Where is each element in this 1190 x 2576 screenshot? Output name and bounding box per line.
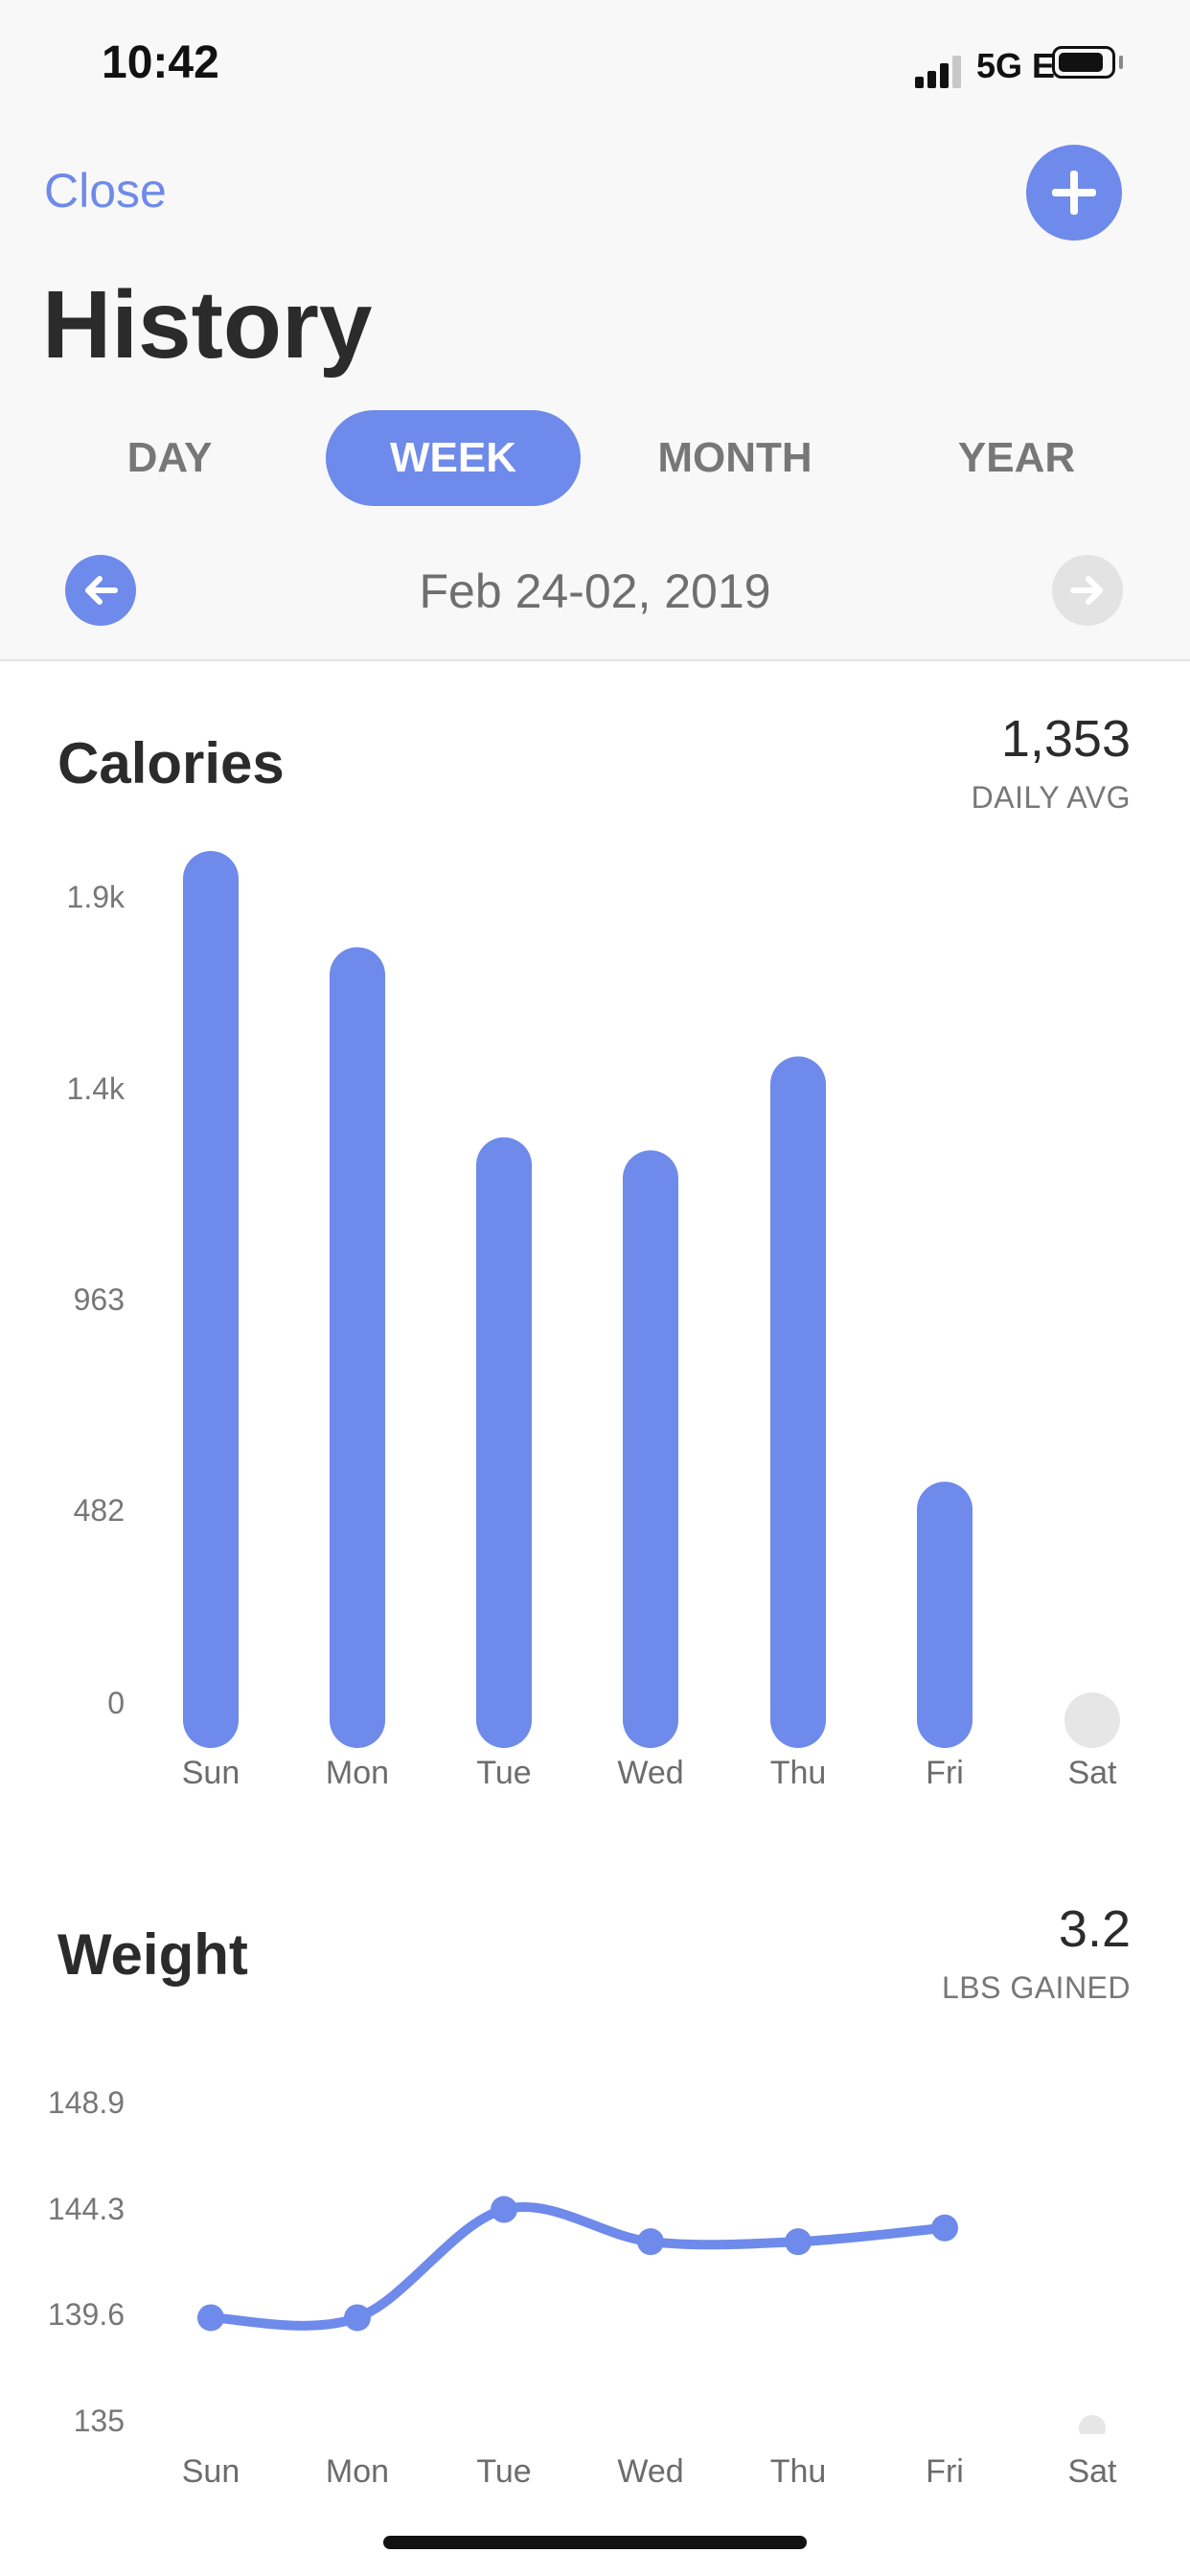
weight-x-tick: Mon bbox=[325, 2453, 390, 2490]
weight-x-tick: Thu bbox=[769, 2453, 827, 2490]
arrow-right-icon bbox=[1070, 576, 1103, 605]
home-indicator[interactable] bbox=[383, 2536, 807, 2549]
calories-y-tick: 0 bbox=[107, 1686, 125, 1720]
weight-title: Weight bbox=[57, 1922, 248, 1987]
calories-x-tick: Tue bbox=[476, 1755, 532, 1791]
calories-y-tick: 1.4k bbox=[66, 1071, 125, 1106]
weight-gained-value: 3.2 bbox=[1058, 1900, 1131, 1958]
calories-y-tick: 1.9k bbox=[66, 880, 125, 914]
date-range: Feb 24-02, 2019 bbox=[419, 564, 771, 618]
weight-y-tick: 148.9 bbox=[47, 2085, 125, 2120]
weight-point-fri[interactable] bbox=[931, 2214, 958, 2242]
battery-icon bbox=[1052, 46, 1115, 79]
calories-bar-sun[interactable] bbox=[183, 851, 239, 1748]
weight-series-line bbox=[206, 2201, 950, 2331]
signal-bar bbox=[952, 56, 961, 88]
weight-point-sat-empty bbox=[1079, 2415, 1106, 2434]
prev-week-button[interactable] bbox=[65, 555, 136, 626]
tab-year[interactable]: YEAR bbox=[957, 434, 1076, 481]
calories-y-tick: 482 bbox=[73, 1493, 125, 1528]
weight-x-tick: Wed bbox=[617, 2453, 684, 2490]
tab-month[interactable]: MONTH bbox=[657, 434, 812, 481]
tab-day[interactable]: DAY bbox=[126, 434, 213, 481]
weight-point-thu[interactable] bbox=[785, 2228, 812, 2256]
calories-bar-tue[interactable] bbox=[476, 1137, 532, 1748]
weight-y-tick: 139.6 bbox=[47, 2297, 125, 2332]
calories-title: Calories bbox=[57, 731, 285, 795]
tab-week[interactable]: WEEK bbox=[326, 410, 581, 506]
next-week-button[interactable] bbox=[1052, 555, 1123, 626]
calories-x-tick: Sat bbox=[1067, 1755, 1117, 1791]
weight-y-tick: 135 bbox=[73, 2404, 125, 2438]
calories-bar-thu[interactable] bbox=[770, 1056, 826, 1748]
weight-point-sun[interactable] bbox=[197, 2304, 224, 2332]
calories-y-tick: 963 bbox=[73, 1282, 125, 1317]
weight-x-tick: Sun bbox=[181, 2453, 240, 2490]
status-time: 10:42 bbox=[102, 37, 219, 88]
calories-x-tick: Wed bbox=[617, 1755, 684, 1791]
add-button[interactable] bbox=[1026, 145, 1122, 241]
weight-x-tick: Tue bbox=[476, 2453, 532, 2490]
calories-x-tick: Sun bbox=[181, 1755, 240, 1791]
weight-point-mon[interactable] bbox=[344, 2304, 371, 2332]
calories-bar-wed[interactable] bbox=[623, 1150, 678, 1748]
calories-bar-mon[interactable] bbox=[330, 947, 385, 1748]
weight-point-wed[interactable] bbox=[637, 2228, 664, 2256]
calories-bar-fri[interactable] bbox=[917, 1482, 973, 1748]
calories-bar-chart bbox=[183, 851, 1120, 1748]
network-label: 5G E bbox=[976, 46, 1056, 85]
calories-bar-sat-empty bbox=[1064, 1692, 1120, 1748]
calories-daily-avg-label: DAILY AVG bbox=[971, 780, 1131, 815]
close-button[interactable]: Close bbox=[44, 164, 167, 218]
calories-x-tick: Fri bbox=[926, 1755, 964, 1791]
calories-daily-avg-value: 1,353 bbox=[1000, 710, 1131, 768]
page-title: History bbox=[42, 271, 373, 379]
calories-x-tick: Thu bbox=[769, 1755, 827, 1791]
arrow-left-icon bbox=[85, 576, 118, 605]
weight-point-tue[interactable] bbox=[491, 2196, 517, 2223]
signal-bar bbox=[940, 63, 949, 88]
weight-y-tick: 144.3 bbox=[47, 2192, 125, 2226]
weight-x-tick: Sat bbox=[1067, 2453, 1117, 2490]
battery-cap bbox=[1119, 56, 1123, 69]
weight-line-chart bbox=[197, 2196, 1106, 2434]
signal-bar bbox=[915, 77, 924, 88]
weight-gained-label: LBS GAINED bbox=[941, 1970, 1131, 2005]
weight-x-tick: Fri bbox=[926, 2453, 964, 2490]
header-area bbox=[0, 0, 1190, 661]
calories-x-tick: Mon bbox=[325, 1755, 390, 1791]
signal-bar bbox=[927, 71, 936, 88]
